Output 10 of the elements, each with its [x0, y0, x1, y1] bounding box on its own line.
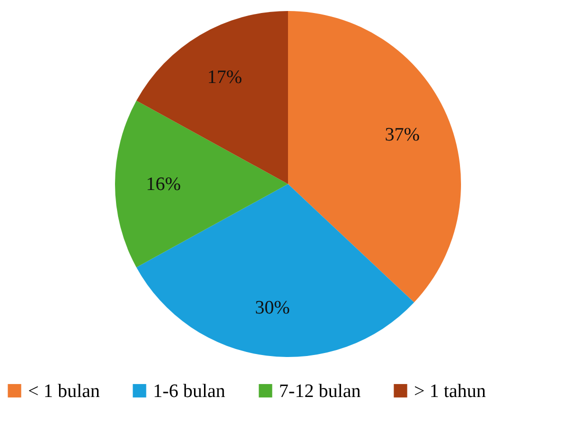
- legend-label: > 1 tahun: [414, 380, 486, 402]
- pie-slice: [288, 11, 461, 302]
- legend-label: 1-6 bulan: [153, 380, 226, 402]
- data-label: 17%: [207, 66, 242, 88]
- data-label: 37%: [384, 124, 420, 146]
- data-label: 16%: [146, 174, 182, 195]
- pie-slice: [115, 100, 288, 268]
- legend-label: < 1 bulan: [28, 380, 100, 402]
- legend-label: 7-12 bulan: [279, 380, 362, 402]
- data-label: 30%: [254, 298, 290, 319]
